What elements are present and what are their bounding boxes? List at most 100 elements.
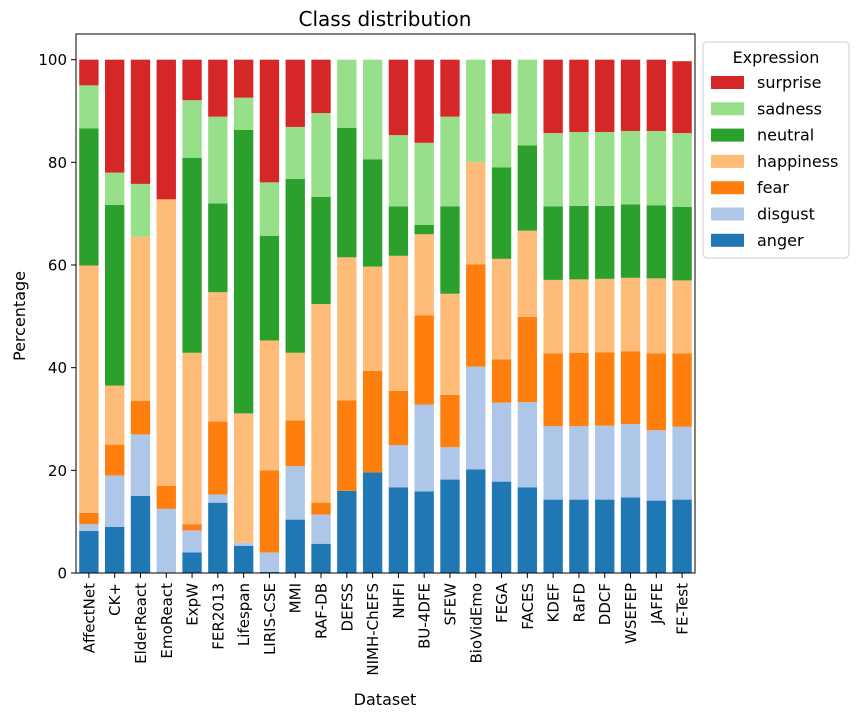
- bar-anger-11: [362, 472, 383, 573]
- bar-disgust-21: [620, 424, 641, 498]
- legend-swatch-neutral: [711, 128, 744, 142]
- bar-anger-2: [130, 496, 151, 573]
- bar-happiness-2: [130, 236, 151, 402]
- bar-disgust-3: [156, 508, 176, 573]
- legend: Expression surprise sadness neutral happine…: [702, 41, 850, 259]
- x-tick-label: DDCF: [596, 583, 614, 625]
- bar-fear-15: [466, 264, 486, 367]
- bar-sadness-19: [569, 132, 589, 206]
- x-tick-label: NHFI: [390, 583, 408, 619]
- bar-sadness-11: [362, 59, 383, 160]
- bar-fear-8: [285, 420, 305, 467]
- bar-fear-17: [517, 316, 538, 403]
- bar-neutral-10: [337, 127, 357, 258]
- bar-anger-0: [79, 530, 99, 573]
- bar-fear-10: [337, 400, 357, 491]
- bar-disgust-12: [388, 445, 409, 488]
- bar-sadness-18: [543, 133, 563, 207]
- bar-fear-23: [672, 353, 692, 427]
- bar-disgust-9: [311, 514, 331, 544]
- bar-happiness-3: [156, 199, 176, 486]
- chart-title: Class distribution: [299, 7, 472, 31]
- y-tick-label: 20: [48, 462, 67, 480]
- bar-fear-18: [543, 353, 563, 427]
- bar-anger-6: [233, 545, 254, 573]
- x-tick-label: EmoReact: [158, 583, 176, 659]
- bar-surprise-14: [440, 59, 460, 117]
- bar-disgust-23: [672, 426, 692, 500]
- legend-frame: [702, 41, 850, 259]
- bar-sadness-16: [491, 113, 512, 168]
- bar-happiness-9: [311, 304, 331, 503]
- bar-surprise-2: [130, 59, 151, 184]
- bar-sadness-21: [620, 131, 641, 205]
- bar-fear-0: [79, 512, 99, 525]
- bar-neutral-21: [620, 204, 641, 278]
- bar-happiness-23: [672, 280, 692, 354]
- bar-happiness-7: [259, 340, 280, 471]
- bar-surprise-0: [79, 59, 99, 86]
- x-tick-label: NIMH-ChEFS: [364, 583, 382, 676]
- bar-neutral-4: [182, 157, 202, 353]
- bar-surprise-1: [105, 59, 125, 173]
- bar-surprise-8: [285, 59, 305, 127]
- x-tick-label: CK+: [106, 583, 124, 616]
- bar-happiness-12: [388, 255, 409, 391]
- bar-sadness-12: [388, 135, 409, 207]
- bar-surprise-20: [595, 59, 615, 133]
- x-tick-label: DEFSS: [338, 583, 356, 631]
- y-tick-label: 60: [48, 257, 67, 275]
- bar-happiness-4: [182, 352, 202, 525]
- bar-fear-11: [362, 370, 383, 473]
- bar-fear-9: [311, 502, 331, 515]
- bar-disgust-8: [285, 466, 305, 520]
- bar-surprise-7: [259, 59, 280, 183]
- bar-neutral-5: [208, 203, 228, 293]
- bar-happiness-13: [414, 234, 434, 316]
- x-tick-label: RaFD: [570, 583, 588, 622]
- bar-sadness-1: [105, 172, 125, 205]
- bar-anger-4: [182, 552, 202, 573]
- bar-disgust-14: [440, 447, 460, 480]
- bar-happiness-15: [466, 161, 486, 265]
- plot-frame: [75, 33, 696, 574]
- legend-swatch-happiness: [711, 154, 744, 168]
- bar-neutral-23: [672, 206, 692, 281]
- bar-anger-20: [595, 499, 615, 573]
- y-tick-label: 80: [48, 154, 67, 172]
- bar-happiness-22: [646, 278, 666, 354]
- bar-surprise-16: [491, 59, 512, 114]
- bar-surprise-12: [388, 59, 409, 136]
- bar-disgust-16: [491, 402, 512, 482]
- bar-disgust-13: [414, 404, 434, 492]
- x-tick-label: RAF-DB: [313, 583, 331, 639]
- bar-fear-20: [595, 352, 615, 426]
- bar-fear-3: [156, 485, 176, 509]
- x-tick-label: LIRIS-CSE: [261, 583, 279, 655]
- x-tick-label: KDEF: [545, 583, 563, 623]
- bar-anger-21: [620, 497, 641, 573]
- x-tick-label: WSEFEP: [622, 583, 640, 644]
- bar-surprise-13: [414, 59, 434, 143]
- y-tick-label: 100: [38, 51, 67, 69]
- bar-disgust-22: [646, 430, 666, 501]
- bar-sadness-9: [311, 113, 331, 197]
- bar-disgust-20: [595, 425, 615, 500]
- bar-surprise-21: [620, 59, 641, 132]
- bar-anger-18: [543, 499, 563, 573]
- bar-disgust-2: [130, 434, 151, 496]
- bar-sadness-15: [466, 59, 486, 162]
- bar-fear-21: [620, 351, 641, 425]
- x-tick-label: SFEW: [441, 583, 459, 626]
- bar-fear-14: [440, 394, 460, 448]
- legend-swatch-surprise: [711, 76, 744, 89]
- bar-anger-17: [517, 487, 538, 573]
- bar-surprise-3: [156, 59, 176, 200]
- x-tick-label: ElderReact: [132, 583, 150, 664]
- bar-disgust-19: [569, 426, 589, 500]
- bar-surprise-4: [182, 59, 202, 101]
- bar-happiness-18: [543, 279, 563, 354]
- x-tick-label: AffectNet: [80, 583, 98, 653]
- bar-anger-16: [491, 481, 512, 573]
- y-axis-label: Percentage: [10, 271, 29, 361]
